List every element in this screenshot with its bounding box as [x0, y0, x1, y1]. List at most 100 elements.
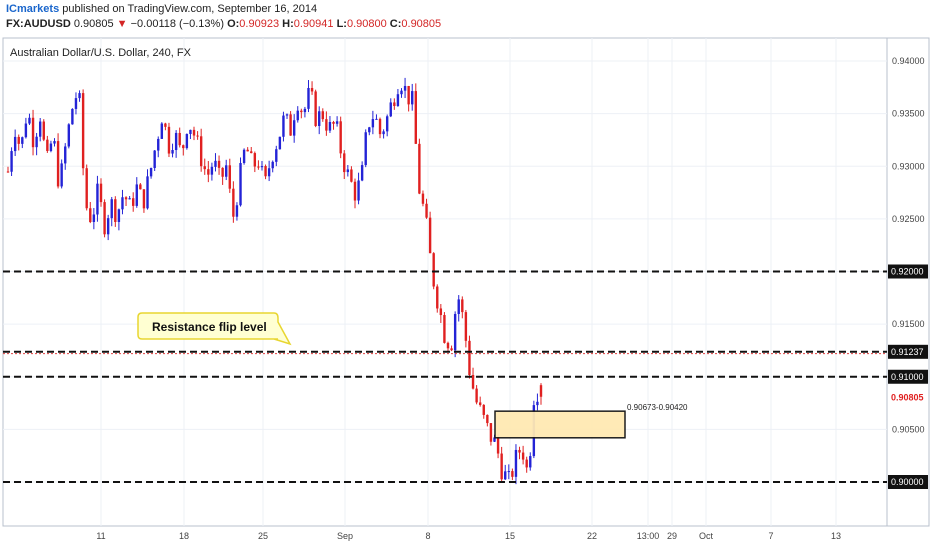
- candle-body: [153, 150, 156, 169]
- candle: [38, 117, 42, 142]
- candle: [414, 83, 417, 145]
- candle-body: [396, 94, 400, 107]
- candle-body: [178, 132, 181, 146]
- candle-body: [10, 151, 13, 172]
- candle: [221, 167, 224, 185]
- candle-body: [157, 138, 160, 151]
- candle-body: [278, 136, 282, 150]
- candle: [375, 114, 378, 120]
- candle-body: [250, 151, 253, 154]
- symbol-name[interactable]: FX:AUDUSD: [6, 18, 71, 30]
- candle: [260, 160, 264, 171]
- candle: [99, 178, 103, 207]
- candle-body: [71, 108, 74, 125]
- time-tick-label: 13: [831, 531, 841, 541]
- candle: [49, 140, 53, 153]
- candle: [64, 143, 67, 170]
- candle-body: [300, 110, 303, 113]
- candle: [13, 129, 17, 157]
- candle: [282, 111, 285, 142]
- candle: [35, 132, 38, 156]
- candle: [153, 150, 156, 172]
- candle: [504, 464, 507, 481]
- brand-link[interactable]: ICmarkets: [6, 3, 60, 15]
- time-tick-label: 18: [179, 531, 189, 541]
- candle-body: [382, 131, 385, 135]
- time-tick-label: 7: [768, 531, 773, 541]
- candle-body: [74, 98, 78, 109]
- candle: [278, 136, 282, 150]
- candle: [428, 211, 432, 254]
- candle: [192, 126, 196, 141]
- candle: [31, 109, 35, 156]
- candle-body: [475, 388, 478, 403]
- candle: [389, 98, 392, 118]
- candle-body: [539, 385, 543, 397]
- price-tick-label: 0.91500: [892, 319, 925, 329]
- candle: [407, 85, 410, 112]
- candle-body: [132, 198, 135, 206]
- candle: [210, 162, 214, 181]
- candle-body: [385, 116, 389, 132]
- level-price-label: 0.90000: [891, 477, 924, 487]
- candle-body: [328, 121, 332, 131]
- candle: [343, 150, 346, 180]
- candle-body: [393, 102, 396, 107]
- candle-body: [504, 471, 507, 480]
- candle: [121, 189, 124, 215]
- candle-body: [343, 153, 346, 173]
- chart-container[interactable]: 0.90673-0.90420 0.94000 0.93500 0.93000 0.9…: [0, 34, 932, 550]
- candle: [300, 108, 303, 119]
- candle: [124, 196, 128, 206]
- candle-body: [292, 120, 296, 136]
- levels: 0.90673-0.90420: [3, 270, 887, 483]
- candle: [357, 172, 360, 205]
- candle-body: [232, 188, 235, 217]
- publisher-line: ICmarkets published on TradingView.com, …: [6, 3, 317, 15]
- candle-body: [17, 136, 20, 144]
- candle-body: [496, 437, 500, 454]
- candle-body: [321, 111, 324, 120]
- candle: [246, 147, 249, 152]
- candle: [464, 309, 468, 348]
- candle-body: [464, 312, 468, 341]
- candle: [339, 116, 342, 159]
- candle-body: [335, 121, 339, 124]
- price-axis[interactable]: [886, 37, 930, 527]
- candle: [307, 80, 310, 113]
- candle-body: [239, 163, 242, 206]
- candle: [486, 414, 489, 427]
- candle: [461, 296, 464, 319]
- candle: [446, 341, 450, 352]
- low-value: 0.90800: [346, 18, 387, 30]
- candle: [174, 130, 178, 158]
- candlestick-chart[interactable]: 0.90673-0.90420 0.940000.935000.930000.9…: [0, 34, 932, 550]
- candle-body: [536, 401, 539, 406]
- candle: [132, 192, 135, 212]
- candle: [382, 129, 385, 139]
- candle-body: [38, 121, 42, 137]
- candle: [149, 167, 153, 179]
- candle-body: [164, 123, 167, 127]
- candle: [199, 128, 203, 172]
- candle: [242, 148, 246, 165]
- candle: [478, 396, 482, 407]
- candle: [453, 311, 457, 358]
- time-tick-label: 8: [425, 531, 430, 541]
- candle: [310, 81, 314, 95]
- time-tick-label: 22: [587, 531, 597, 541]
- candle: [321, 108, 324, 122]
- candle: [489, 423, 493, 446]
- candle: [257, 160, 260, 170]
- candle: [135, 177, 138, 208]
- price-tick-label: 0.90500: [892, 424, 925, 434]
- candle-body: [425, 203, 428, 218]
- candle: [92, 208, 96, 230]
- candle-body: [400, 90, 403, 95]
- time-tick-label: 11: [96, 531, 105, 541]
- candle: [400, 88, 403, 98]
- candle: [171, 143, 174, 158]
- candle: [56, 133, 60, 189]
- candle-body: [378, 118, 382, 135]
- chart-title: Australian Dollar/U.S. Dollar, 240, FX: [10, 47, 192, 59]
